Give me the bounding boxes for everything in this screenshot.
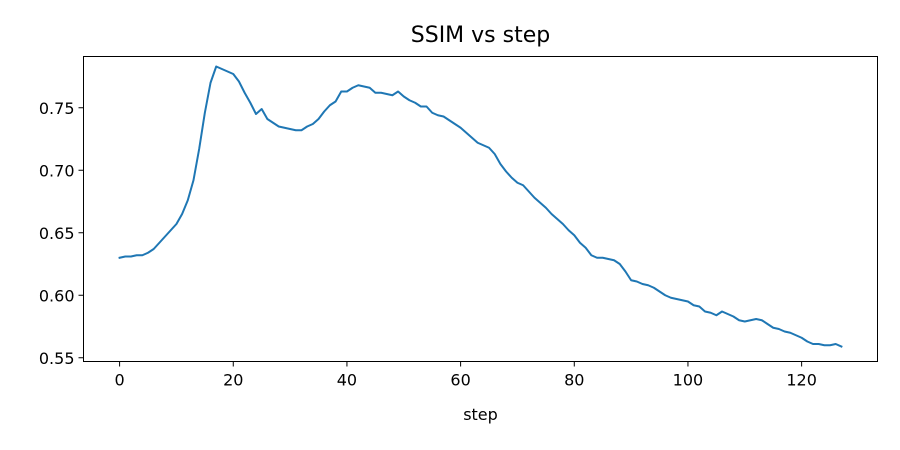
plot-frame	[83, 56, 878, 362]
y-tick-label: 0.65	[39, 224, 75, 243]
y-axis-ticks: 0.55 0.60 0.65 0.70 0.75	[39, 99, 84, 368]
plot-area	[83, 56, 878, 362]
y-tick-label: 0.60	[39, 286, 75, 305]
x-tick-label: 80	[564, 371, 584, 390]
x-axis-label: step	[463, 405, 498, 424]
x-tick-label: 100	[673, 371, 704, 390]
x-tick-label: 40	[337, 371, 357, 390]
x-tick-label: 120	[786, 371, 817, 390]
series-layer	[118, 65, 843, 348]
x-tick-label: 0	[114, 371, 124, 390]
y-tick-label: 0.75	[39, 99, 75, 118]
x-axis-ticks: 0 20 40 60 80 100 120	[114, 361, 817, 390]
x-tick-label: 20	[223, 371, 243, 390]
series-line	[118, 65, 843, 348]
y-tick-label: 0.55	[39, 349, 75, 368]
y-tick-label: 0.70	[39, 161, 75, 180]
chart-title: SSIM vs step	[411, 23, 550, 48]
x-tick-label: 60	[450, 371, 470, 390]
